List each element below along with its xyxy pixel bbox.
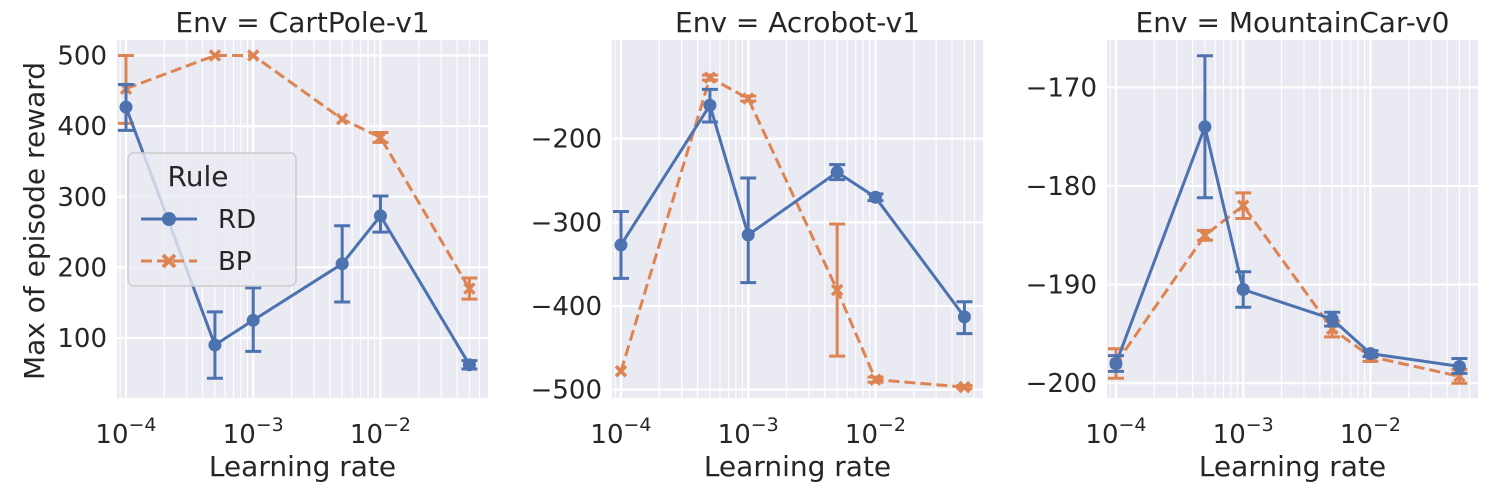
data-point-rd	[1452, 359, 1466, 373]
data-point-rd	[614, 238, 628, 252]
data-point-rd	[703, 98, 717, 112]
data-point-rd	[868, 190, 882, 204]
series-line-rd	[124, 106, 471, 366]
series-line-rd	[1114, 125, 1460, 368]
series-rd	[117, 82, 478, 380]
panel-title: Env = MountainCar-v0	[1136, 6, 1450, 39]
data-point-rd	[1198, 120, 1212, 134]
legend-marker-bp	[161, 253, 177, 269]
y-axis-label: Max of episode reward	[18, 62, 51, 380]
data-point-bp	[869, 373, 882, 386]
x-tick-label: 10−4	[1085, 414, 1146, 450]
legend-entry-bp: BP	[141, 247, 252, 277]
data-point-bp	[614, 364, 628, 378]
data-point-rd	[830, 165, 844, 179]
data-point-rd	[1363, 347, 1377, 361]
y-tick-label: 300	[57, 183, 107, 213]
x-axis-label: Learning rate	[704, 450, 891, 483]
y-tick-label: 400	[57, 112, 107, 142]
x-tick-label: 10−2	[350, 414, 411, 450]
data-point-rd	[1109, 356, 1123, 370]
panels: 10−4 10−3 10−2 100 200 300 400 500 Env = CartPol…	[57, 6, 1478, 483]
data-point-bp	[208, 49, 222, 62]
data-point-rd	[373, 209, 387, 223]
plot-area	[1107, 40, 1478, 398]
series-line-rd	[619, 103, 966, 318]
x-tick-label: 10−3	[223, 414, 284, 450]
data-point-bp	[741, 92, 755, 105]
panel-2: 10−4 10−3 10−2 −500 −400 −300 −200 Env = Acrobo…	[531, 6, 983, 483]
data-point-bp	[703, 71, 717, 84]
data-point-bp	[830, 283, 844, 297]
plot-area	[612, 40, 983, 398]
x-tick-label: 10−3	[718, 414, 779, 450]
legend-entry-rd: RD	[141, 205, 256, 235]
legend-box	[127, 152, 297, 287]
legend-marker-rd	[162, 212, 176, 226]
y-tick-label: −500	[531, 376, 602, 406]
y-tick-label: −200	[531, 125, 602, 155]
y-tick-label: 200	[57, 253, 107, 283]
y-tick-label: 100	[57, 324, 107, 354]
x-tick-label: 10−2	[845, 414, 906, 450]
data-point-rd	[119, 100, 133, 114]
data-point-bp	[374, 131, 387, 144]
series-line-bp	[1114, 204, 1460, 378]
panel-title: Env = CartPole-v1	[175, 6, 429, 39]
series-line-bp	[125, 54, 471, 290]
y-tick-label: −170	[1026, 73, 1097, 103]
x-tick-label: 10−3	[1213, 414, 1274, 450]
series-bp	[614, 71, 973, 394]
data-point-bp	[463, 282, 476, 295]
y-tick-label: −300	[531, 208, 602, 238]
data-point-rd	[208, 338, 222, 352]
data-point-rd	[957, 310, 971, 324]
x-axis-label: Learning rate	[1199, 450, 1386, 483]
panel-title: Env = Acrobot-v1	[675, 6, 920, 39]
data-point-rd	[335, 257, 349, 271]
legend-label-bp: BP	[218, 247, 252, 277]
data-point-rd	[741, 228, 755, 242]
data-point-bp	[1236, 199, 1250, 212]
y-tick-label: 500	[57, 42, 107, 72]
series-rd	[1107, 54, 1468, 375]
legend-label-rd: RD	[218, 205, 256, 235]
data-point-rd	[462, 358, 476, 372]
legend-title: Rule	[168, 160, 229, 193]
y-tick-label: −190	[1026, 271, 1097, 301]
data-point-bp	[1198, 229, 1212, 242]
data-point-rd	[1236, 283, 1250, 297]
data-point-bp	[958, 380, 971, 394]
y-tick-label: −400	[531, 292, 602, 322]
x-tick-label: 10−2	[1340, 414, 1401, 450]
data-point-rd	[1325, 312, 1339, 326]
legend: Rule RD BP	[127, 152, 297, 287]
panel-3: 10−4 10−3 10−2 −200 −190 −180 −170 Env = Mounta…	[1026, 6, 1478, 483]
x-tick-label: 10−4	[95, 414, 156, 450]
x-tick-label: 10−4	[590, 414, 651, 450]
data-point-bp	[335, 112, 349, 126]
y-tick-label: −180	[1026, 172, 1097, 202]
series-line-bp	[619, 76, 965, 389]
data-point-rd	[246, 313, 260, 327]
y-tick-label: −200	[1026, 369, 1097, 399]
data-point-bp	[246, 49, 260, 62]
series-rd	[612, 87, 973, 336]
x-axis-label: Learning rate	[209, 450, 396, 483]
